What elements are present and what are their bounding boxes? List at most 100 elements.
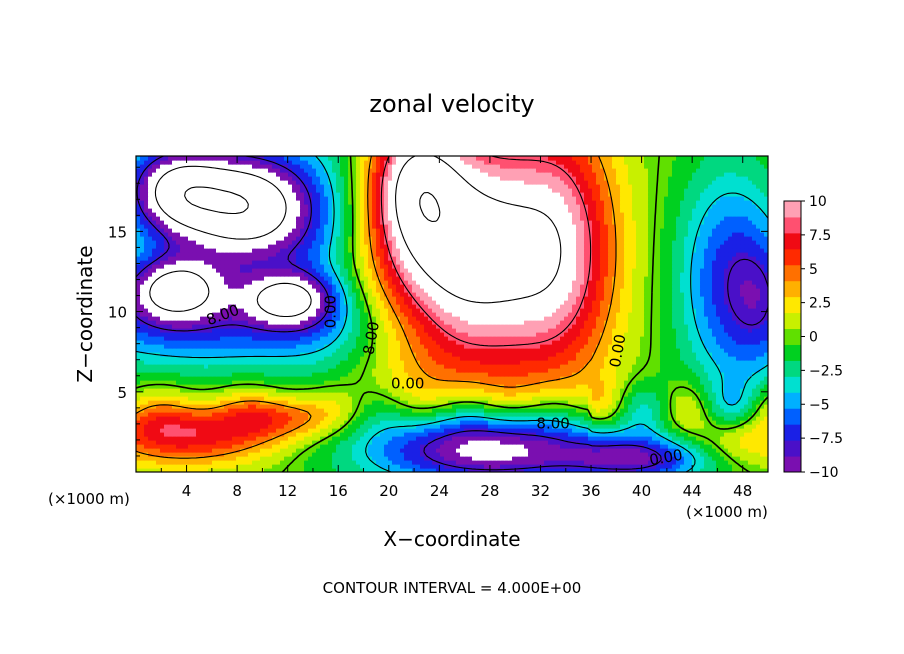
field-cell — [428, 412, 433, 417]
field-cell — [620, 432, 625, 437]
field-cell — [336, 440, 341, 445]
field-cell — [756, 356, 761, 361]
field-cell — [592, 464, 597, 469]
field-cell — [492, 356, 497, 361]
field-cell — [400, 416, 405, 421]
field-cell — [492, 460, 497, 465]
field-cell — [620, 464, 625, 469]
field-cell — [288, 352, 293, 357]
field-cell — [200, 440, 205, 445]
field-cell — [412, 400, 417, 405]
field-cell — [340, 416, 345, 421]
field-cell — [604, 380, 609, 385]
field-cell — [420, 464, 425, 469]
field-cell — [264, 468, 269, 472]
field-cell — [424, 352, 429, 357]
field-cell — [536, 436, 541, 441]
field-cell — [252, 344, 257, 349]
field-cell — [676, 356, 681, 361]
field-cell — [724, 348, 729, 353]
field-cell — [700, 424, 705, 429]
field-cell — [388, 420, 393, 425]
field-cell — [340, 384, 345, 389]
field-cell — [192, 352, 197, 357]
field-cell — [136, 384, 141, 389]
field-cell — [376, 360, 381, 365]
field-cell — [328, 416, 333, 421]
field-cell — [148, 412, 153, 417]
field-cell — [268, 364, 273, 369]
field-cell — [508, 380, 513, 385]
field-cell — [504, 448, 509, 453]
field-cell — [448, 360, 453, 365]
field-cell — [336, 344, 341, 349]
field-cell — [728, 368, 733, 373]
field-cell — [476, 440, 481, 445]
field-cell — [292, 428, 297, 433]
field-cell — [668, 364, 673, 369]
field-cell — [536, 452, 541, 457]
field-cell — [368, 396, 373, 401]
field-cell — [696, 420, 701, 425]
field-cell — [380, 388, 385, 393]
field-cell — [424, 396, 429, 401]
field-cell — [292, 384, 297, 389]
field-cell — [400, 384, 405, 389]
field-cell — [584, 396, 589, 401]
field-cell — [384, 368, 389, 373]
field-cell — [164, 436, 169, 441]
field-cell — [524, 348, 529, 353]
field-cell — [428, 452, 433, 457]
field-cell — [672, 348, 677, 353]
field-cell — [512, 372, 517, 377]
field-cell — [392, 352, 397, 357]
field-cell — [424, 412, 429, 417]
field-cell — [400, 420, 405, 425]
field-cell — [260, 364, 265, 369]
field-cell — [324, 392, 329, 397]
field-cell — [268, 388, 273, 393]
field-cell — [184, 396, 189, 401]
field-cell — [664, 420, 669, 425]
field-cell — [416, 364, 421, 369]
field-cell — [228, 412, 233, 417]
field-cell — [648, 432, 653, 437]
field-cell — [604, 408, 609, 413]
field-cell — [524, 368, 529, 373]
field-cell — [180, 420, 185, 425]
field-cell — [256, 416, 261, 421]
field-cell — [340, 448, 345, 453]
field-cell — [636, 416, 641, 421]
field-cell — [512, 352, 517, 357]
field-cell — [528, 376, 533, 381]
field-cell — [176, 412, 181, 417]
field-cell — [712, 384, 717, 389]
field-cell — [184, 388, 189, 393]
field-cell — [644, 372, 649, 377]
field-cell — [516, 456, 521, 461]
field-cell — [296, 400, 301, 405]
field-cell — [568, 428, 573, 433]
field-cell — [248, 440, 253, 445]
field-cell — [208, 344, 213, 349]
field-cell — [580, 384, 585, 389]
field-cell — [240, 368, 245, 373]
field-cell — [484, 408, 489, 413]
field-cell — [736, 376, 741, 381]
field-cell — [284, 464, 289, 469]
field-cell — [644, 352, 649, 357]
field-cell — [596, 408, 601, 413]
field-cell — [632, 428, 637, 433]
field-cell — [260, 400, 265, 405]
field-cell — [360, 464, 365, 469]
field-cell — [144, 436, 149, 441]
field-cell — [564, 456, 569, 461]
field-cell — [208, 444, 213, 449]
field-cell — [356, 464, 361, 469]
field-cell — [480, 452, 485, 457]
field-cell — [688, 384, 693, 389]
field-cell — [228, 452, 233, 457]
field-cell — [548, 420, 553, 425]
field-cell — [440, 448, 445, 453]
field-cell — [752, 380, 757, 385]
